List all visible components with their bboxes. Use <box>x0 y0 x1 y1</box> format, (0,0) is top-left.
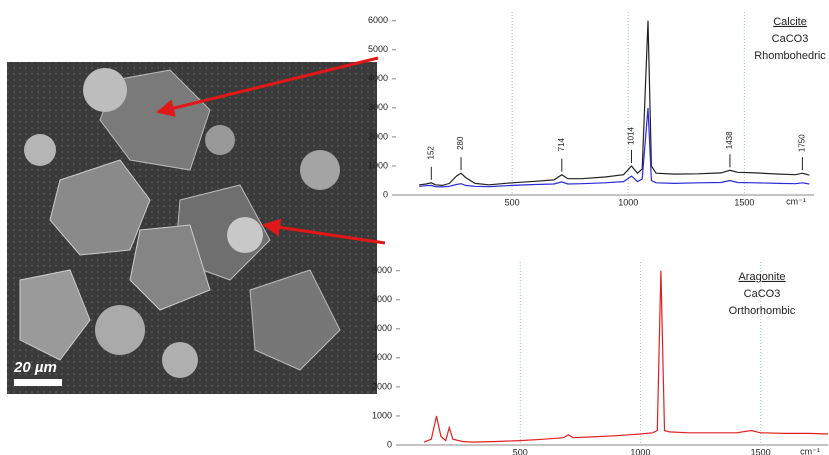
sem-image: 20 µm <box>7 62 377 394</box>
annotation: Rhombohedric <box>754 50 826 62</box>
y-tick-label: 4000 <box>368 73 388 83</box>
peak-label: 280 <box>456 136 465 150</box>
figure: 20 µm 0100020003000400050006000500100015… <box>0 0 829 455</box>
peak-label: 1438 <box>725 131 734 149</box>
x-tick-label: 1500 <box>751 447 771 455</box>
peak-label: 714 <box>557 137 566 151</box>
scale-label: 20 µm <box>13 359 57 376</box>
y-tick-label: 0 <box>387 439 392 449</box>
y-tick-label: 2000 <box>372 381 392 391</box>
y-tick-label: 3000 <box>372 352 392 362</box>
y-tick-label: 6000 <box>372 265 392 275</box>
spectrum-line <box>419 108 809 187</box>
annotation: Calcite <box>773 16 807 28</box>
annotation: CaCO3 <box>772 33 809 45</box>
y-tick-label: 4000 <box>372 323 392 333</box>
x-tick-label: 1500 <box>734 197 754 207</box>
y-tick-label: 6000 <box>368 15 388 25</box>
y-tick-label: 1000 <box>372 410 392 420</box>
peak-label: 1014 <box>627 127 636 145</box>
x-tick-label: 500 <box>513 447 528 455</box>
spectrum-line <box>419 21 809 186</box>
y-tick-label: 5000 <box>368 44 388 54</box>
annotation: Orthorhombic <box>729 305 796 317</box>
y-tick-label: 2000 <box>368 131 388 141</box>
annotation: CaCO3 <box>744 288 781 300</box>
y-tick-label: 0 <box>383 189 388 199</box>
peak-label: 152 <box>426 146 435 160</box>
y-tick-label: 5000 <box>372 294 392 304</box>
x-tick-label: 1000 <box>630 447 650 455</box>
x-tick-label: 500 <box>505 197 520 207</box>
x-tick-label: 1000 <box>618 197 638 207</box>
scale-bar <box>14 379 62 386</box>
peak-label: 1750 <box>797 134 806 152</box>
y-tick-label: 3000 <box>368 102 388 112</box>
x-axis-label: cm⁻¹ <box>786 196 806 206</box>
y-tick-label: 1000 <box>368 160 388 170</box>
x-axis-label: cm⁻¹ <box>800 446 820 455</box>
annotation: Aragonite <box>738 271 785 283</box>
